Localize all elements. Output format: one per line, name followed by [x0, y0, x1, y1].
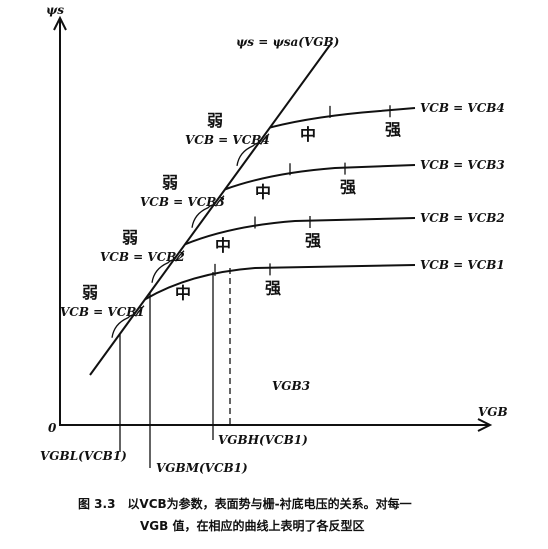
axes — [59, 20, 490, 426]
weak-label: 弱 — [207, 111, 223, 130]
origin: 0 — [48, 421, 57, 435]
moderate-label: 中 — [300, 125, 316, 144]
curve — [224, 164, 416, 191]
strong-label: 强 — [340, 178, 356, 197]
x-marker: VGB3 — [272, 379, 310, 393]
line-label: ψs = ψsa(VGB) — [236, 35, 339, 49]
x-axis-label: VGB — [478, 405, 508, 419]
curve — [144, 264, 416, 301]
brace — [151, 250, 185, 283]
weak-label: 弱 — [162, 173, 178, 192]
region-tick — [254, 216, 311, 229]
axis-arrows — [53, 15, 493, 432]
weak-label: 弱 — [122, 228, 138, 247]
curve-label: VCB = VCB3 — [420, 158, 505, 172]
brace — [236, 133, 270, 166]
curve-label: VCB = VCB4 — [420, 101, 505, 115]
weak-condition: VCB = VCB3 — [140, 195, 225, 209]
weak-condition: VCB = VCB1 — [60, 305, 145, 319]
x-marker: VGBH(VCB1) — [218, 433, 308, 447]
strong-label: 强 — [385, 120, 401, 139]
curve — [269, 107, 416, 129]
brace — [191, 195, 225, 228]
x-marker: VGBL(VCB1) — [40, 449, 127, 463]
curve-label: VCB = VCB1 — [420, 258, 505, 272]
y-axis-label: ψs — [46, 3, 64, 17]
surface-potential-line — [89, 44, 331, 376]
curve-label: VCB = VCB2 — [420, 211, 505, 225]
moderate-label: 中 — [215, 236, 231, 255]
caption: 图 3.3 以VCB为参数，表面势与栅-衬底电压的关系。对每一 — [78, 496, 412, 511]
strong-label: 强 — [305, 231, 321, 250]
x-marker: VGBM(VCB1) — [156, 461, 248, 475]
curve — [184, 217, 416, 246]
strong-label: 强 — [265, 278, 281, 297]
weak-condition: VCB = VCB2 — [100, 250, 185, 264]
caption: VGB 值，在相应的曲线上表明了各反型区 — [140, 518, 364, 533]
brace — [111, 305, 145, 338]
region-tick — [214, 263, 271, 276]
marker-lines — [119, 272, 214, 468]
weak-condition: VCB = VCB4 — [185, 133, 270, 147]
moderate-label: 中 — [175, 283, 191, 302]
weak-label: 弱 — [82, 283, 98, 302]
region-tick — [329, 105, 391, 118]
moderate-label: 中 — [255, 183, 271, 202]
region-tick — [289, 162, 346, 176]
